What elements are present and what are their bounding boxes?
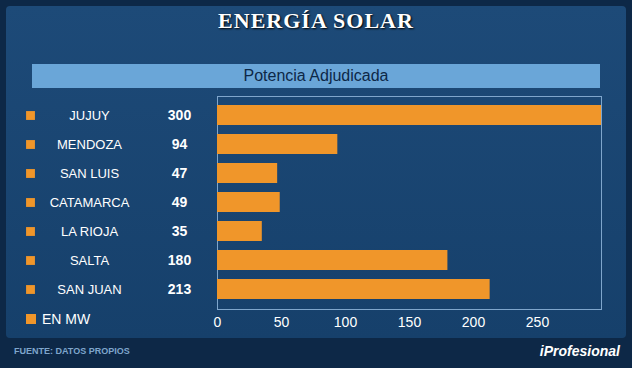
svg-text:94: 94 — [172, 136, 188, 152]
svg-text:180: 180 — [168, 252, 192, 268]
svg-text:SAN LUIS: SAN LUIS — [60, 166, 120, 181]
svg-text:213: 213 — [168, 281, 192, 297]
svg-text:49: 49 — [172, 194, 188, 210]
svg-text:150: 150 — [398, 314, 422, 330]
svg-text:100: 100 — [334, 314, 358, 330]
svg-text:JUJUY: JUJUY — [69, 108, 110, 123]
html-text:iProfesional: iProfesional — [539, 343, 620, 359]
svg-text:200: 200 — [462, 314, 486, 330]
svg-text:50: 50 — [274, 314, 290, 330]
svg-text:35: 35 — [172, 223, 188, 239]
svg-text:47: 47 — [172, 165, 188, 181]
html-text:ENERGÍA SOLAR: ENERGÍA SOLAR — [218, 8, 414, 33]
html-text:FUENTE: DATOS PROPIOS: FUENTE: DATOS PROPIOS — [14, 346, 130, 356]
svg-text:250: 250 — [526, 314, 550, 330]
html-text:EN MW: EN MW — [42, 311, 91, 327]
html-text:Potencia Adjudicada: Potencia Adjudicada — [243, 67, 389, 84]
svg-text:MENDOZA: MENDOZA — [57, 137, 122, 152]
svg-text:SALTA: SALTA — [70, 253, 110, 268]
svg-text:0: 0 — [214, 314, 222, 330]
svg-text:LA RIOJA: LA RIOJA — [61, 224, 118, 239]
svg-text:300: 300 — [168, 107, 192, 123]
svg-text:SAN JUAN: SAN JUAN — [57, 282, 121, 297]
svg-text:CATAMARCA: CATAMARCA — [50, 195, 130, 210]
